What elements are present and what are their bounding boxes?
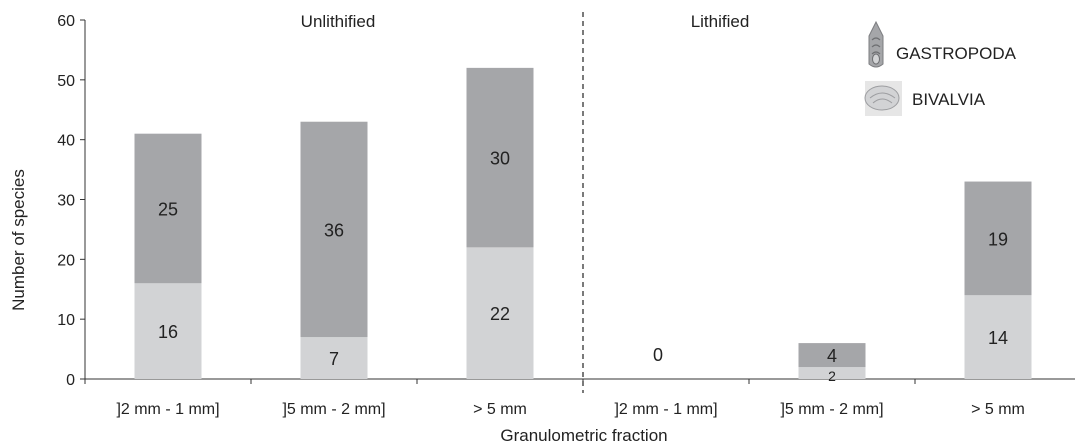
data-label: 30 (490, 149, 510, 169)
bar-bivalvia (466, 247, 534, 379)
chart-data-labels: 16 25 7 36 22 30 0 2 4 14 19 (158, 149, 1008, 384)
data-label-zero: 0 (653, 345, 663, 365)
data-label: 14 (988, 328, 1008, 348)
y-tick-label: 50 (57, 73, 75, 90)
legend-label-gastropoda: GASTROPODA (896, 44, 1017, 63)
x-tick-label: ]5 mm - 2 mm] (780, 401, 883, 418)
x-tick-label: > 5 mm (473, 401, 527, 418)
y-tick-label: 10 (57, 312, 75, 329)
y-tick-label: 40 (57, 133, 75, 150)
bar-bivalvia (300, 337, 368, 379)
x-tick-label: > 5 mm (971, 401, 1025, 418)
y-tick-label: 0 (66, 372, 75, 389)
bar-gastropoda (466, 67, 534, 248)
y-tick-label: 60 (57, 13, 75, 30)
x-tick-label: ]5 mm - 2 mm] (282, 401, 385, 418)
gastropod-shell-icon (868, 20, 884, 68)
data-label: 16 (158, 322, 178, 342)
chart-legend: GASTROPODA BIVALVIA (864, 20, 1017, 116)
y-axis-label: Number of species (9, 169, 28, 311)
y-tick-label: 30 (57, 193, 75, 210)
y-tick-label: 20 (57, 252, 75, 269)
data-label: 22 (490, 304, 510, 324)
bar-bivalvia (964, 295, 1032, 379)
x-axis-label: Granulometric fraction (500, 426, 667, 445)
group-label-unlithified: Unlithified (301, 12, 376, 31)
data-label: 4 (827, 346, 837, 366)
bar-gastropoda (798, 343, 866, 368)
data-label: 2 (828, 368, 836, 384)
group-label-lithified: Lithified (691, 12, 750, 31)
bivalve-shell-icon (864, 81, 902, 116)
data-label: 25 (158, 199, 178, 219)
bar-gastropoda (300, 121, 368, 338)
bar-gastropoda (964, 181, 1032, 296)
legend-label-bivalvia: BIVALVIA (912, 90, 986, 109)
data-label: 36 (324, 220, 344, 240)
bar-bivalvia (134, 283, 202, 379)
x-tick-label: ]2 mm - 1 mm] (614, 401, 717, 418)
x-tick-label: ]2 mm - 1 mm] (116, 401, 219, 418)
data-label: 7 (329, 349, 339, 369)
data-label: 19 (988, 229, 1008, 249)
bar-gastropoda (134, 133, 202, 284)
chart-bars (134, 67, 1032, 379)
bar-bivalvia (798, 367, 866, 379)
